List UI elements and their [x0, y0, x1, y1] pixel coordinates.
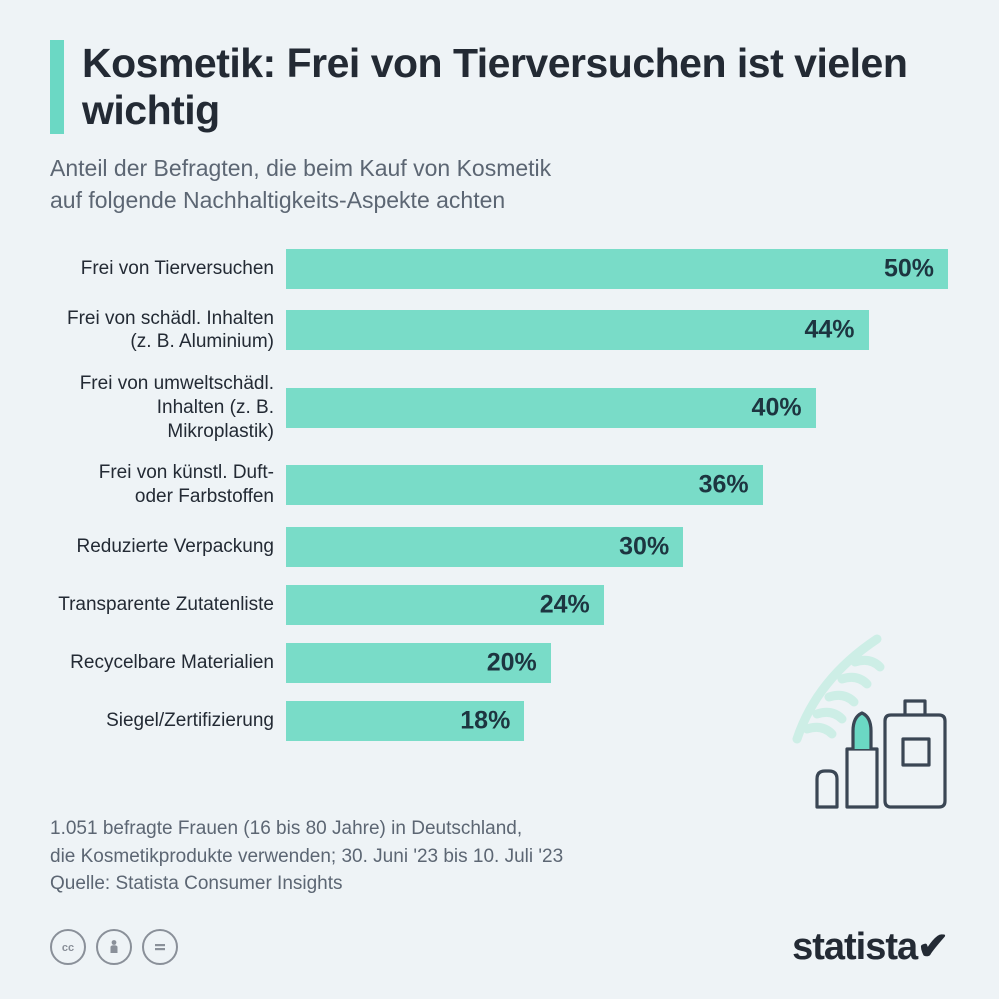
bar-row: Frei von schädl. Inhalten(z. B. Aluminiu… — [50, 307, 949, 355]
bar-label: Frei von künstl. Duft-oder Farbstoffen — [50, 461, 274, 509]
bar: 50% — [286, 249, 948, 289]
bar-row: Siegel/Zertifizierung 18% — [50, 701, 949, 741]
bar-row: Frei von Tierversuchen 50% — [50, 249, 949, 289]
bar-value: 24% — [540, 590, 590, 619]
bar-label: Frei von schädl. Inhalten(z. B. Aluminiu… — [50, 307, 274, 355]
chart-title: Kosmetik: Frei von Tierversuchen ist vie… — [82, 40, 949, 134]
bar-label: Reduzierte Verpackung — [50, 535, 274, 559]
logo-mark-icon: ✔ — [917, 926, 949, 968]
bar-value: 44% — [805, 316, 855, 345]
bar-row: Frei von künstl. Duft-oder Farbstoffen 36… — [50, 461, 949, 509]
bar-label: Frei von umweltschädl.Inhalten (z. B. Mi… — [50, 372, 274, 443]
cc-icon: cc — [50, 929, 86, 965]
bar-track: 44% — [286, 310, 949, 350]
bar: 24% — [286, 585, 604, 625]
footnote: 1.051 befragte Frauen (16 bis 80 Jahre) … — [50, 815, 690, 898]
statista-logo: statista✔ — [792, 924, 949, 969]
bar-value: 30% — [619, 532, 669, 561]
bar-track: 20% — [286, 643, 949, 683]
bar: 18% — [286, 701, 524, 741]
bar-track: 24% — [286, 585, 949, 625]
bar-track: 36% — [286, 465, 949, 505]
bar-label: Siegel/Zertifizierung — [50, 709, 274, 733]
footnote-source: Quelle: Statista Consumer Insights — [50, 870, 690, 898]
bar-label: Recycelbare Materialien — [50, 651, 274, 675]
license-badges: cc — [50, 929, 178, 965]
bar-track: 30% — [286, 527, 949, 567]
infographic-card: Kosmetik: Frei von Tierversuchen ist vie… — [0, 0, 999, 999]
chart-subtitle: Anteil der Befragten, die beim Kauf von … — [50, 152, 949, 216]
bar: 40% — [286, 388, 816, 428]
bar-value: 36% — [699, 471, 749, 500]
footnote-line: 1.051 befragte Frauen (16 bis 80 Jahre) … — [50, 815, 690, 843]
bar-value: 20% — [487, 648, 537, 677]
bar-track: 18% — [286, 701, 949, 741]
bar-label: Transparente Zutatenliste — [50, 593, 274, 617]
bar-row: Transparente Zutatenliste 24% — [50, 585, 949, 625]
bar-row: Frei von umweltschädl.Inhalten (z. B. Mi… — [50, 372, 949, 443]
svg-text:cc: cc — [62, 942, 74, 954]
bar-track: 40% — [286, 388, 949, 428]
bar-value: 50% — [884, 254, 934, 283]
footnote-line: die Kosmetikprodukte verwenden; 30. Juni… — [50, 843, 690, 871]
bar-chart: Frei von Tierversuchen 50% Frei von schädl… — [50, 249, 949, 794]
bar-track: 50% — [286, 249, 949, 289]
nd-icon — [142, 929, 178, 965]
by-icon — [96, 929, 132, 965]
bar-row: Reduzierte Verpackung 30% — [50, 527, 949, 567]
bar-value: 40% — [752, 393, 802, 422]
bar-label: Frei von Tierversuchen — [50, 257, 274, 281]
bar-row: Recycelbare Materialien 20% — [50, 643, 949, 683]
title-row: Kosmetik: Frei von Tierversuchen ist vie… — [50, 40, 949, 134]
bar: 36% — [286, 465, 763, 505]
bar-value: 18% — [460, 706, 510, 735]
bar: 44% — [286, 310, 869, 350]
bar: 20% — [286, 643, 551, 683]
footer-row: cc statista✔ — [50, 924, 949, 969]
title-accent-bar — [50, 40, 64, 134]
bar: 30% — [286, 527, 683, 567]
